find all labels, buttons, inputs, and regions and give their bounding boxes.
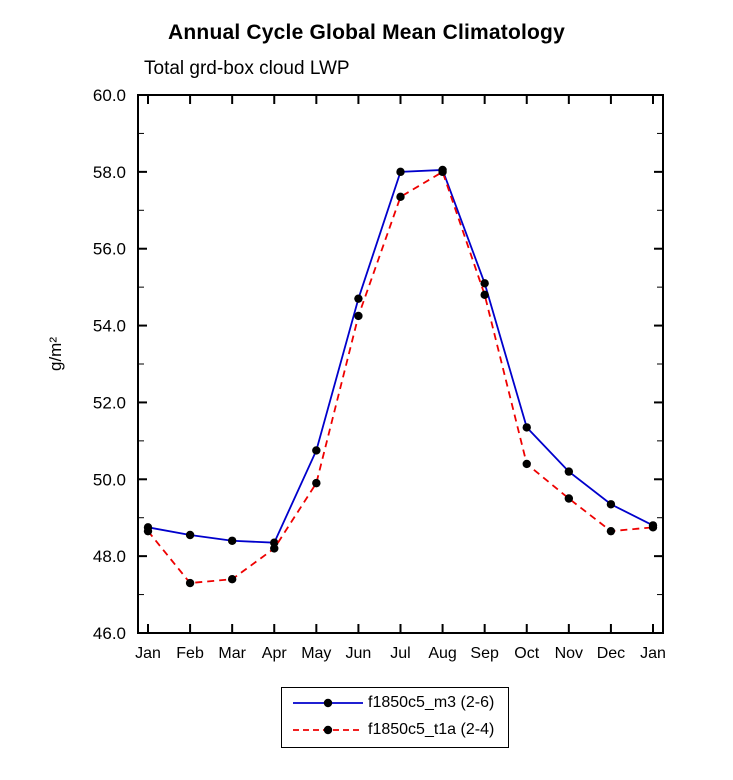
- x-tick-label: Aug: [428, 645, 456, 662]
- data-point-series-1: [185, 578, 195, 588]
- data-point-series-1: [227, 575, 237, 584]
- legend-label-t1a: f1850c5_t1a (2-4): [368, 721, 495, 738]
- data-point-series-1: [480, 290, 489, 300]
- legend: f1850c5_m3 (2-6) f1850c5_t1a (2-4): [281, 687, 510, 748]
- x-tick-label: Oct: [514, 645, 539, 662]
- data-point-series-0: [480, 279, 489, 288]
- legend-line-sample-m3: [293, 698, 363, 708]
- data-point-series-0: [354, 294, 363, 303]
- series-line-1: [147, 170, 654, 584]
- data-point-series-1: [522, 459, 531, 469]
- y-tick-label: 50.0: [93, 470, 126, 489]
- data-point-series-1: [438, 167, 447, 177]
- x-tick-label: Feb: [176, 645, 204, 662]
- y-tick-label: 52.0: [93, 393, 126, 412]
- legend-marker-dot: [323, 698, 333, 708]
- x-tick-label: Jan: [135, 645, 161, 662]
- data-point-series-1: [396, 192, 405, 202]
- x-tick-label: Jan: [640, 645, 666, 662]
- x-tick-label: Jul: [390, 645, 410, 662]
- chart-title: Annual Cycle Global Mean Climatology: [168, 21, 565, 44]
- x-tick-label: Jun: [346, 645, 372, 662]
- x-tick-label: Dec: [597, 645, 625, 662]
- data-point-series-0: [522, 423, 531, 432]
- x-tick-label: Apr: [262, 645, 288, 662]
- plot-frame: [137, 94, 664, 634]
- legend-marker-dot: [323, 725, 333, 735]
- legend-line-sample-t1a: [293, 725, 363, 735]
- data-point-series-1: [312, 478, 321, 488]
- legend-label-m3: f1850c5_m3 (2-6): [368, 694, 495, 711]
- data-point-series-1: [648, 523, 658, 532]
- data-point-series-0: [185, 530, 195, 540]
- data-point-series-1: [143, 526, 153, 536]
- y-tick-label: 60.0: [93, 86, 126, 105]
- x-tick-label: Sep: [470, 645, 499, 662]
- y-tick-label: 46.0: [93, 624, 126, 643]
- x-tick-label: Mar: [218, 645, 246, 662]
- data-point-series-0: [270, 538, 279, 547]
- data-point-series-1: [564, 494, 574, 503]
- series-line-0: [147, 169, 654, 544]
- y-tick-label: 58.0: [93, 163, 126, 182]
- y-tick-label: 54.0: [93, 317, 126, 336]
- data-point-series-1: [354, 311, 363, 321]
- legend-item-t1a: f1850c5_t1a (2-4): [290, 721, 494, 739]
- x-tick-label: Nov: [555, 645, 583, 662]
- y-tick-label: 48.0: [93, 547, 126, 566]
- data-point-series-1: [606, 526, 616, 536]
- plot-area: 46.0 48.0 50.0 52.0 54.0 56.0 58.0 60.0 Jan Feb Ma…: [93, 86, 666, 662]
- data-point-series-0: [227, 536, 237, 545]
- data-point-series-0: [312, 446, 321, 455]
- data-point-series-0: [564, 467, 574, 476]
- data-point-series-0: [396, 167, 405, 177]
- chart-subtitle: Total grd-box cloud LWP: [144, 58, 350, 79]
- data-point-series-1: [270, 544, 279, 553]
- legend-item-m3: f1850c5_m3 (2-6): [290, 694, 494, 712]
- x-tick-label: May: [301, 645, 331, 662]
- data-point-series-0: [606, 500, 616, 509]
- y-tick-label: 56.0: [93, 240, 126, 259]
